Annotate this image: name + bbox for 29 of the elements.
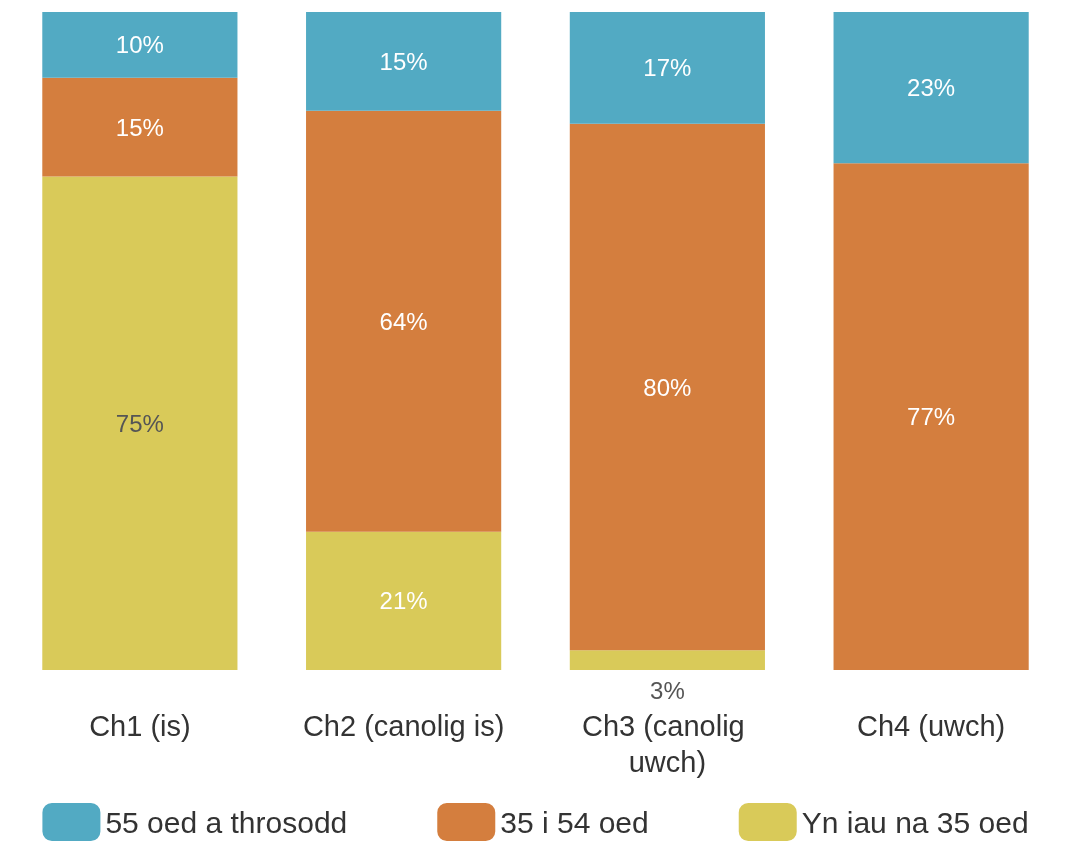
data-label: 77% [907, 403, 956, 431]
bar [833, 12, 1029, 164]
data-label: 21% [379, 587, 428, 615]
data-label: 17% [643, 54, 692, 82]
bar [569, 650, 765, 670]
bar [306, 531, 502, 670]
bar [42, 12, 238, 78]
data-label: 15% [379, 47, 428, 75]
data-label: 3% [650, 676, 685, 704]
data-label: 15% [115, 113, 164, 141]
bar [569, 12, 765, 124]
bar [306, 110, 502, 532]
data-label: 23% [907, 74, 956, 102]
x-tick-label: Ch4 (uwch) [856, 710, 1006, 742]
data-label: 80% [643, 373, 692, 401]
data-label: 75% [115, 409, 164, 437]
data-label: 64% [379, 307, 428, 335]
bar [306, 12, 502, 111]
legend-label: 35 i 54 oed [500, 805, 649, 839]
legend-label: Yn iau na 35 oed [801, 805, 1029, 839]
data-label: 10% [115, 31, 164, 59]
bar [42, 77, 238, 177]
x-tick-label: Ch1 (is) [89, 710, 191, 742]
bar [833, 163, 1029, 670]
legend-label: 55 oed a throsodd [105, 805, 348, 839]
x-tick-label: Ch3 (canolig uwch) [581, 710, 753, 778]
bar [42, 176, 238, 670]
x-tick-label: Ch2 (canolig is) [302, 710, 505, 742]
bar [569, 123, 765, 651]
